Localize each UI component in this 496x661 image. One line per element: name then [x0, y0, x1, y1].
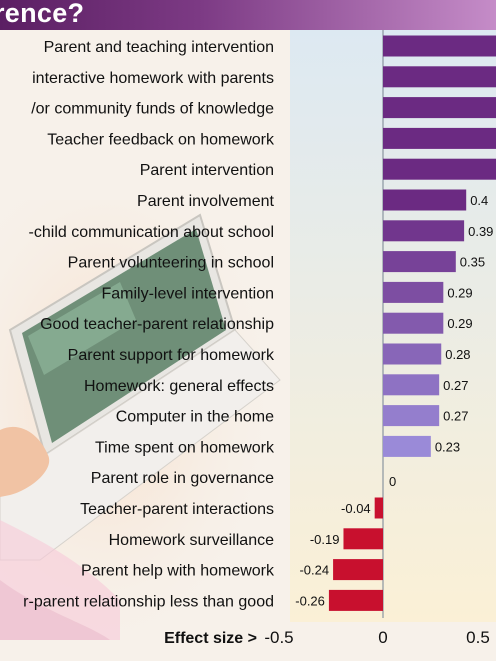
value-label: -0.26 [295, 593, 325, 608]
category-label: /or community funds of knowledge [31, 101, 274, 118]
value-label: 0.23 [435, 439, 460, 454]
category-label: Parent volunteering in school [68, 255, 274, 272]
bar [343, 528, 383, 550]
value-label: -0.04 [341, 501, 371, 516]
bar [328, 589, 383, 611]
category-label: -child communication about school [29, 224, 274, 241]
category-label: r-parent relationship less than good [23, 593, 274, 610]
category-label: Family-level intervention [101, 285, 274, 302]
category-label: Parent support for homework [68, 347, 275, 364]
category-label: Parent and teaching intervention [44, 39, 274, 56]
category-label: interactive homework with parents [32, 70, 274, 87]
bar [383, 127, 496, 149]
category-label: Teacher feedback on homework [47, 131, 275, 148]
bar [383, 281, 444, 303]
category-label: Time spent on homework [95, 439, 275, 456]
category-label: Homework: general effects [84, 378, 274, 395]
value-label: 0.39 [468, 224, 493, 239]
bar [383, 343, 442, 365]
bar [383, 35, 496, 57]
category-label: Teacher-parent interactions [80, 501, 274, 518]
bar [383, 312, 444, 334]
value-label: 0.27 [443, 409, 468, 424]
category-label: Homework surveillance [109, 532, 274, 549]
category-label: Parent involvement [137, 193, 275, 210]
bar [383, 405, 440, 427]
chart-title-fragment: rence? [0, 0, 85, 28]
bar [374, 497, 383, 519]
bar [383, 435, 431, 457]
value-label: -0.24 [299, 563, 329, 578]
value-label: 0.4 [470, 193, 488, 208]
category-label: Parent role in governance [91, 470, 274, 487]
category-label: Parent intervention [140, 162, 274, 179]
category-label: Good teacher-parent relationship [40, 316, 274, 333]
x-tick-label: 0 [378, 628, 387, 647]
laptop-photo-background [0, 200, 300, 640]
bar [383, 97, 496, 119]
value-label: 0.27 [443, 378, 468, 393]
bar [383, 158, 496, 180]
bar [333, 559, 383, 581]
bar [383, 189, 467, 211]
x-axis-title: Effect size > [164, 630, 257, 647]
value-label: -0.19 [310, 532, 340, 547]
value-label: 0.35 [460, 255, 485, 270]
value-label: 0 [389, 474, 396, 489]
bar [383, 251, 456, 273]
value-label: 0.28 [445, 347, 470, 362]
bar [383, 220, 465, 242]
value-label: 0.29 [447, 316, 472, 331]
x-tick-label: 0.5 [466, 628, 490, 647]
title-band: rence? [0, 0, 496, 30]
bar [383, 374, 440, 396]
value-label: 0.29 [447, 285, 472, 300]
bar [383, 66, 496, 88]
category-label: Parent help with homework [81, 563, 275, 580]
x-tick-label: -0.5 [264, 628, 293, 647]
category-label: Computer in the home [116, 409, 274, 426]
